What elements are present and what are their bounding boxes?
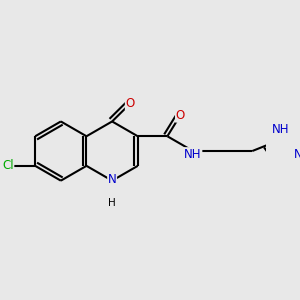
Text: O: O bbox=[125, 97, 135, 110]
Text: NH: NH bbox=[272, 123, 290, 136]
Text: Cl: Cl bbox=[2, 159, 14, 172]
Text: NH: NH bbox=[184, 148, 202, 161]
Text: O: O bbox=[176, 109, 185, 122]
Text: N: N bbox=[108, 173, 116, 186]
Text: N: N bbox=[294, 148, 300, 161]
Text: H: H bbox=[108, 198, 116, 208]
